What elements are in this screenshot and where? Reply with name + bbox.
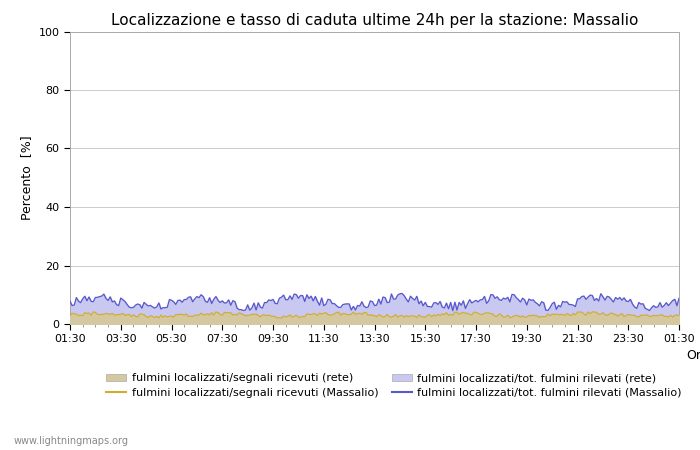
Legend: fulmini localizzati/segnali ricevuti (rete), fulmini localizzati/segnali ricevut: fulmini localizzati/segnali ricevuti (re… bbox=[106, 374, 682, 398]
Title: Localizzazione e tasso di caduta ultime 24h per la stazione: Massalio: Localizzazione e tasso di caduta ultime … bbox=[111, 13, 638, 27]
Y-axis label: Percento  [%]: Percento [%] bbox=[20, 135, 33, 220]
Text: www.lightningmaps.org: www.lightningmaps.org bbox=[14, 436, 129, 446]
Text: Orario: Orario bbox=[686, 349, 700, 362]
